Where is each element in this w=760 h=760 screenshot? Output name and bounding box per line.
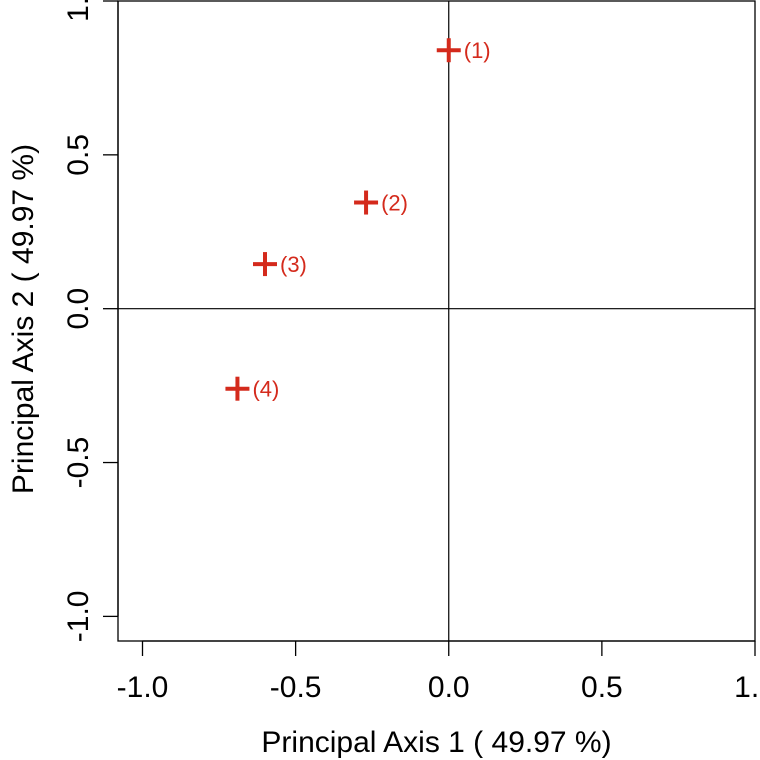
y-axis-label: Principal Axis 2 ( 49.97 %) bbox=[7, 144, 40, 494]
point-label: (3) bbox=[280, 252, 307, 277]
x-tick-label: 1.0 bbox=[734, 671, 760, 704]
data-points: (1) (2) (3) (4) bbox=[225, 38, 491, 402]
y-tick-label: 0.5 bbox=[62, 134, 95, 176]
plot-frame bbox=[117, 0, 756, 642]
data-point: (1) bbox=[436, 38, 491, 63]
point-label: (1) bbox=[464, 38, 491, 63]
x-tick-label: -0.5 bbox=[270, 671, 322, 704]
x-tick-label: 0.0 bbox=[428, 671, 470, 704]
y-tick-label: 1.0 bbox=[62, 0, 95, 22]
x-axis: -1.0 -0.5 0.0 0.5 1.0 bbox=[117, 640, 760, 704]
data-point: (2) bbox=[354, 190, 408, 216]
x-axis-label: Principal Axis 1 ( 49.97 %) bbox=[261, 726, 611, 759]
x-tick-label: -1.0 bbox=[117, 671, 169, 704]
y-tick-label: 0.0 bbox=[62, 288, 95, 330]
data-point: (3) bbox=[253, 252, 307, 277]
y-tick-label: -0.5 bbox=[62, 437, 95, 489]
x-tick-label: 0.5 bbox=[581, 671, 623, 704]
y-tick-label: -1.0 bbox=[62, 591, 95, 643]
point-label: (4) bbox=[252, 377, 279, 402]
point-label: (2) bbox=[381, 191, 408, 216]
reference-lines bbox=[118, 1, 755, 641]
y-axis: -1.0 -0.5 0.0 0.5 1.0 bbox=[62, 0, 119, 643]
data-point: (4) bbox=[225, 376, 279, 402]
